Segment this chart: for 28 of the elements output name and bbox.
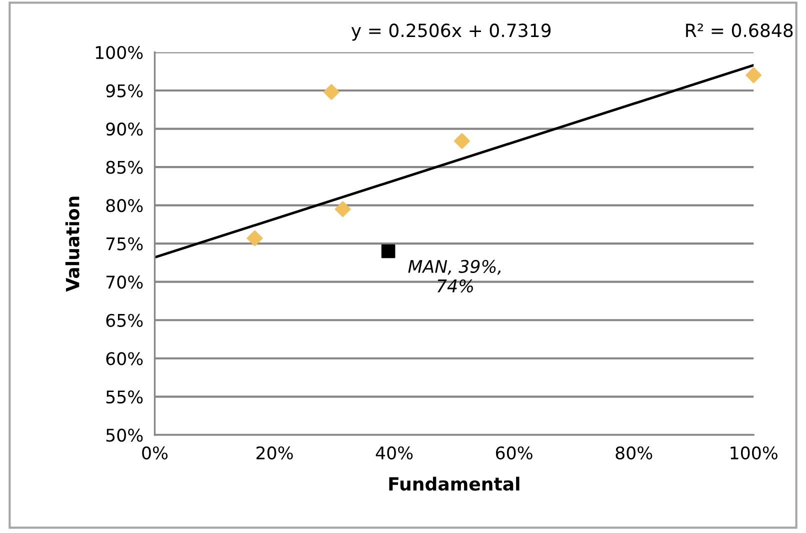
y-tick-label: 70%: [106, 276, 143, 289]
y-tick-label: 50%: [106, 428, 143, 442]
y-tick-label: 85%: [106, 160, 143, 174]
text: R² = 0.6848: [686, 24, 793, 38]
x-tick-label: 60%: [496, 446, 532, 460]
point: [334, 201, 351, 218]
y-tick-label: 95%: [106, 84, 143, 98]
y-tick-label: 65%: [106, 314, 143, 327]
point: [746, 67, 762, 84]
point: [246, 230, 263, 246]
annotation: MAN, 39%, 74%: [408, 260, 501, 292]
y-axis-title: Valuation: [65, 196, 80, 292]
y-tick-label: 55%: [106, 390, 143, 404]
y-tick-label: 80%: [106, 199, 143, 212]
y-tick-label: 60%: [106, 352, 143, 366]
x-tick-label: 100%: [730, 446, 778, 460]
y-tick-label: 75%: [106, 237, 143, 250]
x-tick-label: 20%: [256, 446, 293, 460]
point: [323, 84, 340, 100]
x-tick-label: 40%: [376, 446, 413, 460]
text: y = 0.2506x + 0.7319: [351, 24, 551, 41]
point: [454, 133, 470, 149]
y-tick-label: 90%: [106, 122, 143, 136]
x-tick-label: 0%: [142, 446, 168, 460]
x-tick-label: 80%: [616, 446, 652, 460]
y-tick-label: 100%: [96, 46, 143, 60]
point: [381, 244, 396, 258]
x-axis-title: Fundamental: [389, 476, 520, 491]
